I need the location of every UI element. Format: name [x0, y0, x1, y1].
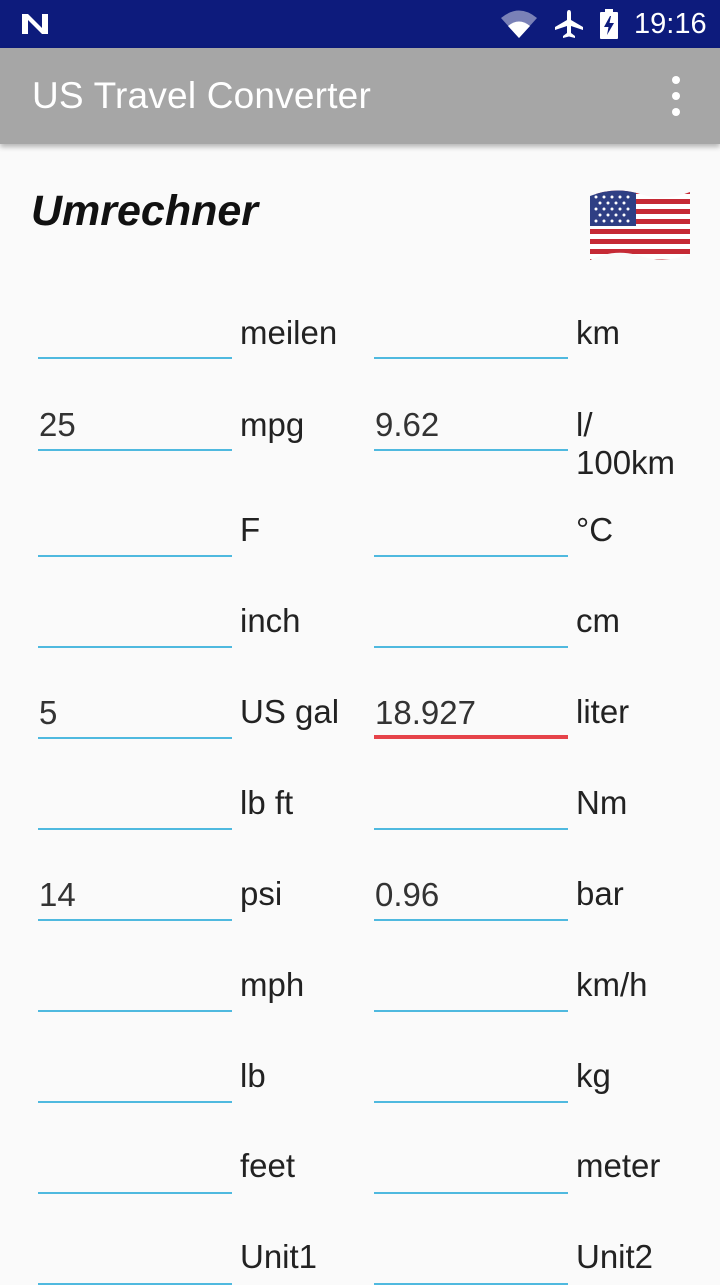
us-unit-label: meilen	[240, 314, 338, 351]
metric-unit-label: meter	[576, 1147, 661, 1184]
us-unit-label: psi	[240, 875, 283, 912]
wifi-icon	[500, 9, 538, 44]
us-value-input[interactable]: 5	[38, 694, 232, 739]
us-unit-label: inch	[240, 602, 301, 639]
us-value-input[interactable]: 14	[38, 876, 232, 921]
us-unit-label: F	[240, 511, 261, 548]
metric-value-input[interactable]	[374, 1101, 568, 1103]
app-bar: US Travel Converter	[0, 48, 720, 144]
us-value-input[interactable]	[38, 555, 232, 557]
us-value-input[interactable]	[38, 1101, 232, 1103]
metric-value-input[interactable]: 9.62	[374, 406, 568, 451]
airplane-icon	[553, 8, 585, 45]
status-bar: 19:16	[0, 0, 720, 48]
us-value-input[interactable]: 25	[38, 406, 232, 451]
metric-value-input[interactable]	[374, 1192, 568, 1194]
metric-unit-label: °C	[576, 511, 614, 548]
metric-value-input[interactable]	[374, 357, 568, 359]
us-unit-label: US gal	[240, 693, 340, 730]
n-notification-icon	[20, 10, 50, 43]
more-vert-icon[interactable]	[656, 72, 696, 120]
us-value-input[interactable]	[38, 357, 232, 359]
battery-charging-icon	[598, 8, 620, 45]
metric-value-input[interactable]	[374, 828, 568, 830]
us-unit-label: Unit1	[240, 1238, 318, 1275]
metric-value-input-focused[interactable]: 18.927	[374, 694, 568, 739]
metric-unit-label: liter	[576, 693, 630, 730]
metric-unit-label: km/h	[576, 966, 648, 1003]
us-unit-label: lb ft	[240, 784, 294, 821]
us-value-input[interactable]	[38, 828, 232, 830]
app-title: US Travel Converter	[32, 75, 371, 116]
metric-value-input[interactable]	[374, 555, 568, 557]
us-unit-label: lb	[240, 1057, 266, 1094]
metric-value-input[interactable]	[374, 1010, 568, 1012]
metric-unit-label: cm	[576, 602, 620, 639]
page-heading: Umrechner	[31, 187, 259, 235]
us-unit-label: feet	[240, 1147, 296, 1184]
status-time: 19:16	[634, 8, 707, 40]
metric-unit-label: l/ 100km	[576, 406, 676, 481]
metric-value-input[interactable]: 0.96	[374, 876, 568, 921]
us-unit-label: mpg	[240, 406, 305, 443]
us-value-input[interactable]	[38, 646, 232, 648]
metric-unit-label: Nm	[576, 784, 628, 821]
metric-value-input[interactable]	[374, 646, 568, 648]
metric-unit-label: km	[576, 314, 620, 351]
metric-unit-label: kg	[576, 1057, 611, 1094]
us-flag-icon	[590, 188, 690, 269]
us-unit-label: mph	[240, 966, 305, 1003]
us-value-input[interactable]	[38, 1010, 232, 1012]
us-value-input[interactable]	[38, 1192, 232, 1194]
metric-unit-label: Unit2	[576, 1238, 654, 1275]
metric-unit-label: bar	[576, 875, 624, 912]
